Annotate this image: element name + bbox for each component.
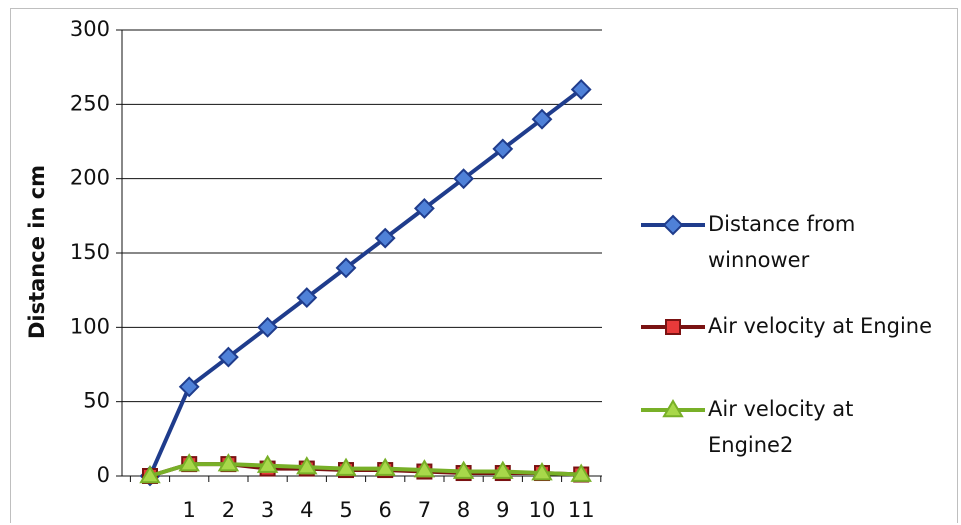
x-tick-label: 8 [457, 498, 470, 522]
legend-item-2: Air velocity at Engine [641, 314, 932, 338]
x-tick-label: 2 [222, 498, 235, 522]
data-point-diamond [178, 376, 200, 398]
series-line [148, 87, 583, 477]
legend-label: Air velocity at [708, 397, 853, 421]
x-tick-labels: 1 2 3 4 5 6 7 8 9 10 11 [183, 498, 595, 522]
series-layer [139, 79, 592, 487]
data-point-diamond [296, 287, 318, 309]
legend-label: Engine2 [708, 433, 793, 457]
series-3 [139, 453, 592, 484]
data-point-diamond [662, 214, 684, 236]
data-point-triangle [662, 399, 684, 418]
x-tick-label: 4 [300, 498, 313, 522]
data-point-triangle [296, 456, 318, 475]
gridlines [122, 29, 602, 403]
data-point-square [665, 319, 681, 335]
x-tick-label: 7 [418, 498, 431, 522]
axes [116, 29, 602, 482]
series-1 [139, 79, 592, 487]
data-point-triangle [531, 462, 553, 481]
data-point-triangle [374, 457, 396, 476]
y-tick-label: 300 [70, 17, 110, 41]
x-tick-label: 5 [339, 498, 352, 522]
x-tick-label: 3 [261, 498, 274, 522]
data-point-triangle [217, 453, 240, 472]
x-tick-label: 6 [379, 498, 392, 522]
data-point-diamond [374, 227, 396, 249]
data-point-triangle [413, 459, 436, 478]
data-point-diamond [413, 197, 435, 219]
data-point-triangle [452, 460, 475, 479]
y-tick-label: 200 [70, 166, 110, 190]
data-point-triangle [256, 454, 279, 473]
data-point-triangle [178, 453, 200, 472]
y-tick-label: 150 [70, 240, 110, 264]
y-tick-labels: 0 50 100 150 200 250 300 [70, 17, 110, 487]
data-point-triangle [139, 465, 161, 484]
data-point-triangle [570, 463, 592, 482]
data-point-triangle [492, 460, 514, 479]
data-point-diamond [217, 346, 239, 368]
x-tick-label: 1 [183, 498, 196, 522]
legend-label: Distance from [708, 212, 855, 236]
legend-label: Air velocity at Engine [708, 314, 932, 338]
data-point-diamond [453, 168, 475, 190]
x-tick-label: 9 [496, 498, 509, 522]
y-tick-label: 250 [70, 91, 110, 115]
y-tick-label: 50 [83, 389, 110, 413]
data-point-triangle [335, 457, 357, 476]
legend-label: winnower [708, 248, 810, 272]
chart-frame [10, 8, 958, 523]
legend-item-1: Distance from winnower [641, 212, 855, 272]
data-point-diamond [335, 257, 357, 279]
legend-item-3: Air velocity at Engine2 [641, 397, 853, 457]
legend: Distance from winnower Air velocity at Eng… [641, 212, 932, 457]
x-tick-label: 10 [529, 498, 556, 522]
data-point-diamond [257, 316, 279, 338]
y-tick-label: 100 [70, 314, 110, 338]
data-point-diamond [531, 108, 553, 130]
data-point-diamond [492, 138, 514, 160]
y-axis-label: Distance in cm [25, 165, 49, 339]
data-point-diamond [570, 79, 592, 100]
y-tick-label: 0 [97, 463, 110, 487]
x-tick-label: 11 [568, 498, 595, 522]
